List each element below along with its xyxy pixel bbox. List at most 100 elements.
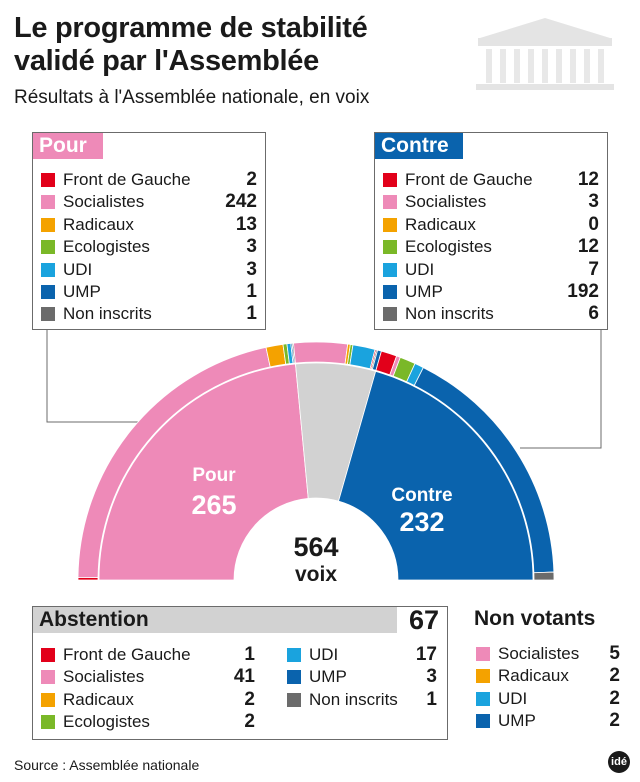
legend-row: Socialistes 3 — [375, 191, 607, 213]
legend-label: Front de Gauche — [63, 645, 191, 664]
legend-value: 12 — [577, 169, 599, 190]
abstention-panel: Abstention 67 Front de Gauche 1 Socialiste… — [32, 605, 448, 740]
legend-value: 3 — [246, 258, 257, 280]
legend-row: UDI 7 — [375, 259, 607, 281]
legend-label: Socialistes — [405, 192, 487, 212]
legend-label: Front de Gauche — [405, 170, 533, 189]
ide-logo-icon: idé — [608, 751, 630, 773]
legend-row: UMP 2 — [468, 710, 628, 732]
pour-chart-label: Pour — [192, 465, 236, 486]
legend-label: Socialistes — [498, 644, 580, 663]
legend-row: UDI 3 — [33, 259, 265, 281]
legend-value: 3 — [246, 236, 257, 258]
legend-value: 3 — [588, 191, 599, 213]
legend-value: 13 — [235, 213, 257, 235]
legend-label: Radicaux — [63, 214, 134, 234]
legend-row: UMP 1 — [33, 281, 265, 303]
inner-slice-pour — [98, 363, 309, 581]
legend-value: 12 — [577, 236, 599, 258]
legend-row: Non inscrits 1 — [279, 689, 445, 711]
legend-value: 3 — [426, 666, 437, 688]
page-title: Le programme de stabilité validé par l'A… — [14, 12, 368, 77]
legend-label: Radicaux — [498, 666, 569, 686]
legend-value: 2 — [609, 687, 620, 709]
center-total: 564 — [293, 532, 338, 562]
center-unit: voix — [295, 563, 337, 586]
legend-label: UDI — [498, 688, 528, 708]
legend-value: 1 — [244, 644, 255, 665]
page-subtitle: Résultats à l'Assemblée nationale, en vo… — [14, 87, 370, 108]
legend-value: 1 — [246, 303, 257, 325]
legend-swatch — [476, 691, 490, 706]
legend-row: Front de Gauche 12 — [375, 169, 607, 191]
legend-row: Socialistes 242 — [33, 191, 265, 213]
legend-value: 2 — [244, 688, 255, 710]
legend-swatch — [383, 307, 397, 322]
legend-row: UDI 17 — [279, 644, 445, 666]
legend-label: UMP — [309, 667, 347, 687]
legend-value: 1 — [426, 688, 437, 710]
legend-label: Non inscrits — [63, 304, 152, 324]
legend-value: 5 — [609, 643, 620, 664]
legend-row: UMP 192 — [375, 281, 607, 303]
contre-panel: Contre Front de Gauche 12 Socialistes 3 Radi… — [374, 132, 608, 330]
legend-swatch — [41, 173, 55, 187]
legend-swatch — [41, 692, 55, 707]
legend-swatch — [383, 240, 397, 255]
legend-swatch — [287, 670, 301, 685]
legend-label: Radicaux — [63, 689, 134, 709]
legend-swatch — [383, 195, 397, 210]
legend-label: Socialistes — [63, 192, 145, 212]
legend-row: Radicaux 13 — [33, 214, 265, 236]
legend-swatch — [476, 714, 490, 729]
legend-swatch — [41, 240, 55, 255]
legend-swatch — [41, 195, 55, 210]
legend-label: Ecologistes — [63, 712, 150, 732]
pour-chart-value: 265 — [191, 490, 236, 520]
outer-slice-abstention-socialistes — [293, 341, 349, 365]
legend-swatch — [41, 262, 55, 277]
legend-row: Non inscrits 6 — [375, 303, 607, 325]
legend-swatch — [476, 669, 490, 684]
legend-row: Radicaux 2 — [468, 665, 628, 687]
abstention-total: 67 — [408, 605, 439, 635]
legend-value: 2 — [244, 711, 255, 733]
legend-row: Radicaux 0 — [375, 214, 607, 236]
legend-value: 2 — [246, 169, 257, 190]
legend-label: UDI — [405, 259, 435, 279]
contre-header: Contre — [375, 133, 463, 159]
legend-row: Front de Gauche 2 — [33, 169, 265, 191]
legend-label: Socialistes — [63, 667, 145, 687]
assemblee-building-icon — [476, 18, 614, 90]
legend-swatch — [287, 692, 301, 707]
legend-value: 0 — [588, 213, 599, 235]
outer-slice-contre-non-inscrits — [533, 571, 555, 581]
legend-value: 6 — [588, 303, 599, 325]
source-note: Source : Assemblée nationale — [14, 757, 200, 773]
contre-chart-label: Contre — [391, 485, 452, 506]
legend-value: 242 — [225, 191, 257, 213]
legend-label: UMP — [498, 711, 536, 731]
legend-value: 1 — [246, 281, 257, 302]
inner-slice-contre — [338, 370, 534, 581]
abstention-header: Abstention — [39, 608, 149, 631]
legend-value: 2 — [609, 665, 620, 687]
legend-swatch — [41, 285, 55, 299]
legend-label: Ecologistes — [405, 237, 492, 257]
legend-swatch — [41, 307, 55, 322]
legend-value: 17 — [415, 644, 437, 665]
legend-row: Socialistes 41 — [33, 666, 263, 688]
non-votants-panel: Non votants Socialistes 5 Radicaux 2 UDI 2 UMP… — [468, 606, 628, 738]
pour-header: Pour — [33, 133, 103, 159]
legend-label: Non inscrits — [309, 689, 398, 709]
legend-row: UMP 3 — [279, 666, 445, 688]
non-votants-header: Non votants — [474, 607, 596, 630]
legend-row: Non inscrits 1 — [33, 303, 265, 325]
contre-chart-value: 232 — [399, 507, 444, 537]
legend-swatch — [41, 670, 55, 685]
pour-panel: Pour Front de Gauche 2 Socialistes 242 Radic… — [32, 132, 266, 330]
legend-row: Front de Gauche 1 — [33, 644, 263, 666]
legend-label: UDI — [309, 645, 339, 664]
legend-value: 192 — [567, 281, 599, 302]
